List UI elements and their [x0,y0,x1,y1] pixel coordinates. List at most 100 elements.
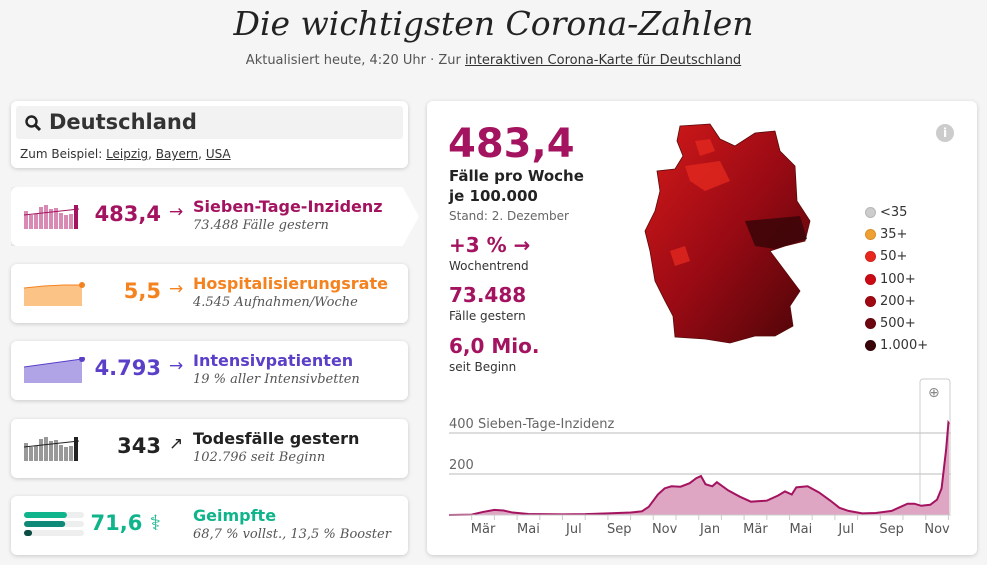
x-tick-label: Sep [607,522,632,537]
y-tick-label: 200 [449,458,474,473]
update-info: Aktualisiert heute, 4:20 Uhr · Zur inter… [0,53,987,68]
legend-swatch [865,251,876,263]
search-hint: Zum Beispiel: Leipzig, Bayern, USA [20,147,231,161]
stand-date: Stand: 2. Dezember [449,209,569,223]
search-card: Deutschland Zum Beispiel: Leipzig, Bayer… [11,101,408,168]
legend-item: 50+ [865,246,928,268]
unit-line2: je 100.000 [449,187,538,205]
x-tick-label: Sep [879,522,904,537]
legend-label: 35+ [880,226,908,242]
spark-bar [64,215,68,229]
legend-item: 35+ [865,223,928,245]
vaccine-bar-track [24,530,84,536]
spark-bar [29,215,33,229]
stat-card[interactable]: 71,6 ⚕ Geimpfte 68,7 % vollst., 13,5 % Boo… [11,496,408,555]
spark-bar [34,446,38,461]
stat-sub: 73.488 Fälle gestern [193,218,329,233]
x-tick-label: Mär [743,522,768,537]
cases-label: Fälle gestern [449,309,526,323]
legend-swatch [865,295,876,307]
incidence-line [448,419,950,516]
legend-item: 500+ [865,312,928,334]
stat-label: Geimpfte [193,506,277,525]
example-link[interactable]: USA [205,147,231,161]
legend-label: 100+ [880,271,916,287]
legend-swatch [865,340,876,352]
spark-bar [44,437,48,461]
trend-arrow-icon: → [169,356,184,376]
example-link[interactable]: Leipzig [106,147,149,161]
page-title: Die wichtigsten Corona-Zahlen [233,4,754,43]
legend-swatch [865,206,876,218]
legend-swatch [865,318,876,330]
legend-item: 200+ [865,290,928,312]
search-icon [25,115,42,132]
stat-label: Sieben-Tage-Inzidenz [193,197,383,216]
trend-value: +3 % → [449,233,531,257]
incidence-value: 483,4 [448,121,575,167]
vaccine-bar [24,521,66,527]
zoom-icon[interactable]: ⊕ [928,385,940,401]
vaccine-bar [24,512,67,518]
stat-card[interactable]: 343 ↗ Todesfälle gestern 102.796 seit Begin… [11,419,408,478]
trend-arrow-icon: → [169,202,184,222]
stat-sub: 102.796 seit Beginn [193,450,326,465]
spark-bar [24,211,28,229]
search-value: Deutschland [49,110,197,134]
x-tick-label: Nov [652,522,678,537]
legend-swatch [865,228,876,240]
legend-item: 100+ [865,268,928,290]
stat-card[interactable]: 5,5 → Hospitalisierungsrate 4.545 Aufnahmen… [11,264,408,323]
total-label: seit Beginn [449,360,517,374]
total-value: 6,0 Mio. [449,334,540,358]
vaccine-bar [24,530,33,536]
x-tick-label: Jul [837,522,854,537]
spark-bar [74,205,78,229]
trend-label: Wochentrend [449,259,529,273]
spark-bar [59,445,63,461]
stat-sub: 4.545 Aufnahmen/Woche [193,295,358,310]
legend-item: 1.000+ [865,335,928,357]
search-input[interactable]: Deutschland [16,106,403,139]
stat-label: Todesfälle gestern [193,429,360,448]
sparkline [24,205,80,229]
stat-label: Intensivpatienten [193,351,354,370]
legend-label: 50+ [880,249,908,265]
legend-label: 200+ [880,293,916,309]
legend-label: 500+ [880,316,916,332]
legend-label: 1.000+ [880,338,929,354]
hint-label: Zum Beispiel: [20,147,107,161]
spark-bar [59,213,63,229]
x-tick-label: Nov [924,522,950,537]
stat-value: 71,6 ⚕ [90,511,162,535]
info-icon[interactable]: i [936,124,954,142]
trend-arrow-icon: ↗ [169,434,184,454]
spark-bar [49,209,53,229]
spark-bar [64,447,68,461]
legend-swatch [865,273,876,285]
stat-card[interactable]: 483,4 → Sieben-Tage-Inzidenz 73.488 Fälle g… [11,187,419,246]
example-link[interactable]: Bayern [155,147,199,161]
y-tick-label: 400 Sieben-Tage-Inzidenz [449,417,614,432]
x-tick-label: Mai [517,522,540,537]
stat-label: Hospitalisierungsrate [193,274,388,293]
spark-bar [39,439,43,461]
stat-sub: 19 % aller Intensivbetten [193,372,360,387]
stat-card[interactable]: 4.793 → Intensivpatienten 19 % aller Intens… [11,341,408,400]
stat-value: 483,4 [94,202,161,226]
x-tick-label: Mär [471,522,496,537]
x-tick-label: Jul [565,522,582,537]
sparkline [24,357,85,383]
spark-bar [29,447,33,461]
spark-bar [39,207,43,229]
incidence-area [449,422,950,515]
map-link[interactable]: interaktiven Corona-Karte für Deutschlan… [464,53,742,68]
spark-bar [44,205,48,229]
germany-map[interactable] [635,121,835,361]
spark-bar [69,446,73,461]
spark-bar [34,214,38,229]
spark-bar [54,440,58,461]
unit-line1: Fälle pro Woche [449,167,584,185]
stat-value: 4.793 [94,356,161,380]
spark-bar [74,437,78,461]
